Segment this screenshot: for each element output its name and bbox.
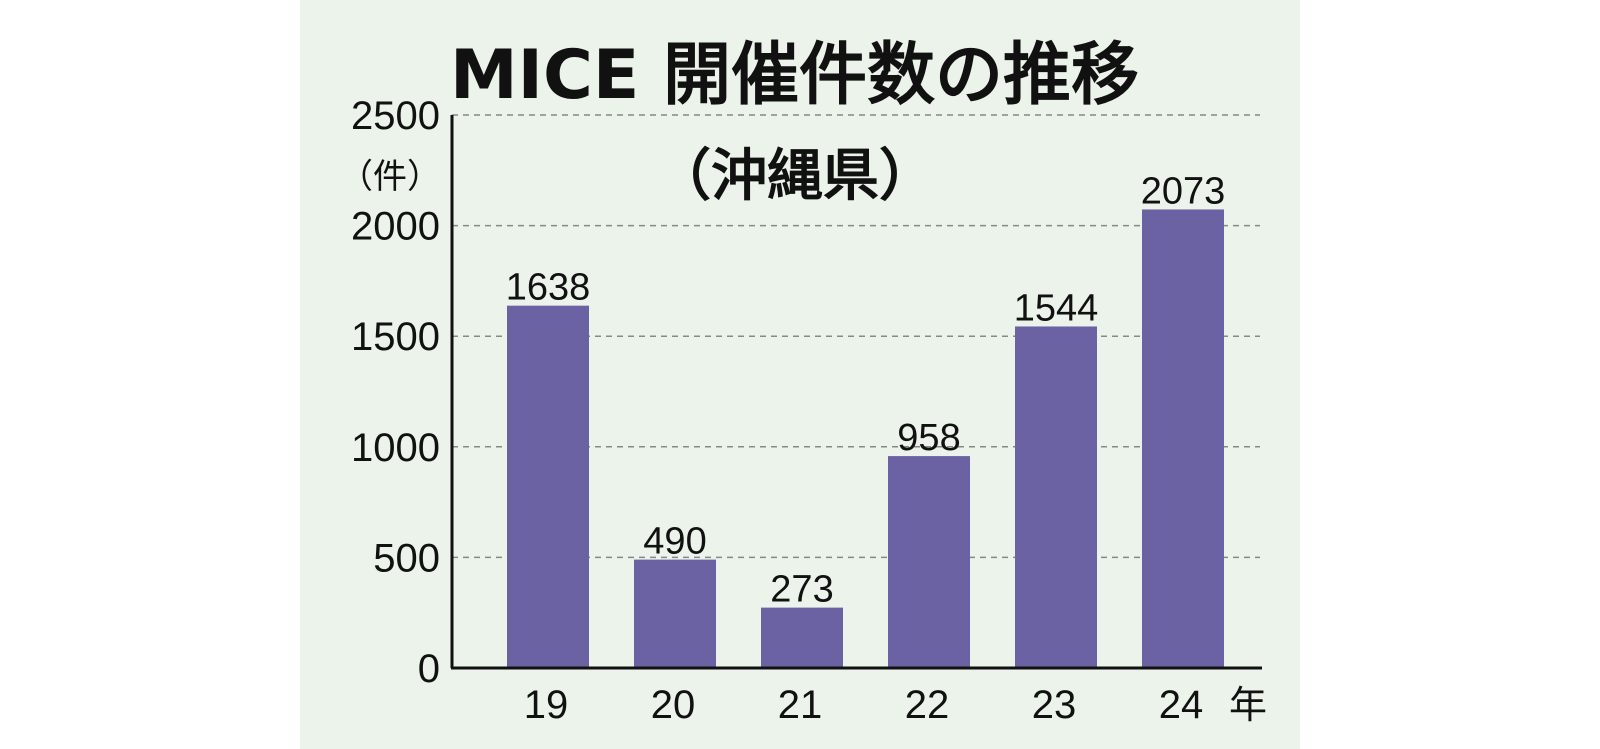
bar-19 bbox=[507, 305, 589, 668]
data-label: 490 bbox=[643, 521, 706, 563]
y-tick-label: 500 bbox=[373, 536, 440, 580]
x-axis-unit-label: 年 bbox=[1229, 683, 1267, 727]
data-labels: 1638 490 273 958 1544 2073 bbox=[506, 170, 1226, 610]
y-tick-label: 1000 bbox=[351, 426, 440, 470]
x-tick-label: 24 bbox=[1159, 683, 1204, 727]
y-tick-label: 0 bbox=[418, 647, 440, 691]
x-tick-label: 22 bbox=[905, 683, 950, 727]
x-tick-label: 19 bbox=[524, 683, 569, 727]
bar-24 bbox=[1142, 209, 1224, 668]
chart-title: MICE 開催件数の推移 bbox=[450, 36, 1139, 115]
bar-21 bbox=[761, 607, 843, 668]
x-tick-label: 21 bbox=[778, 683, 823, 727]
y-tick-label: 2000 bbox=[351, 205, 440, 249]
data-label: 273 bbox=[770, 569, 833, 611]
y-tick-label: 2500 bbox=[351, 94, 440, 138]
bar-20 bbox=[634, 559, 716, 668]
data-label: 1544 bbox=[1014, 287, 1099, 329]
data-label: 2073 bbox=[1141, 170, 1226, 212]
bar-23 bbox=[1015, 326, 1097, 668]
bar-22 bbox=[888, 456, 970, 668]
bars bbox=[507, 209, 1224, 668]
x-tick-labels: 19 20 21 22 23 24 bbox=[524, 683, 1204, 727]
x-tick-label: 20 bbox=[651, 683, 696, 727]
data-label: 1638 bbox=[506, 267, 591, 309]
y-tick-label: 1500 bbox=[351, 315, 440, 359]
data-label: 958 bbox=[897, 417, 960, 459]
y-axis-unit-label: （件） bbox=[339, 157, 441, 197]
y-tick-labels: 0 500 1000 1500 2000 2500 bbox=[351, 94, 440, 691]
axes bbox=[450, 115, 1262, 670]
chart-subtitle: （沖縄県） bbox=[655, 144, 935, 209]
x-tick-label: 23 bbox=[1032, 683, 1077, 727]
